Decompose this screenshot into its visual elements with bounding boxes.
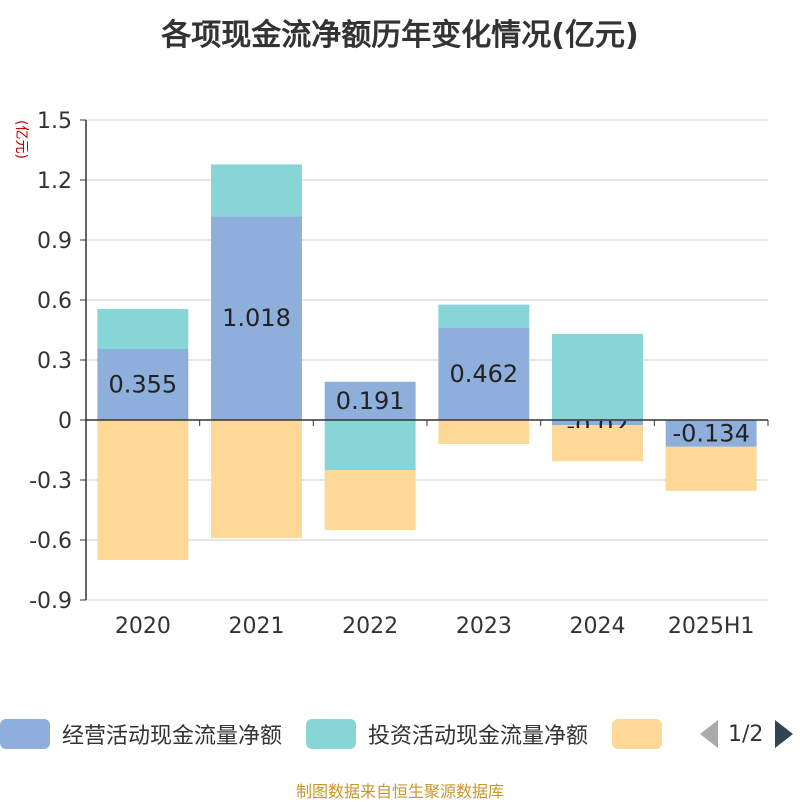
y-tick-label: 0	[58, 409, 72, 434]
data-label-2022: 0.191	[336, 387, 405, 415]
x-tick-label: 2025H1	[668, 614, 755, 639]
bar-series3-2025H1	[665, 446, 757, 491]
y-tick-label: -0.6	[29, 529, 72, 554]
data-source-note: 制图数据来自恒生聚源数据库	[295, 782, 504, 801]
bar-series1-2021	[211, 216, 302, 420]
legend-page-indicator: 1/2	[728, 721, 764, 747]
legend-label-investing: 投资活动现金流量净额	[368, 724, 589, 749]
bar-series3-2023	[438, 420, 530, 444]
bar-series3-2022	[324, 470, 416, 530]
legend-swatch-investing	[306, 719, 357, 749]
legend-item-operating[interactable]: 经营活动现金流量净额	[0, 718, 282, 750]
legend-prev-page-icon[interactable]	[700, 720, 718, 748]
legend-next-page-icon[interactable]	[775, 720, 794, 748]
data-label-2025H1: -0.134	[672, 419, 749, 447]
y-tick-label: 0.6	[37, 289, 72, 314]
legend-label-operating: 经营活动现金流量净额	[62, 724, 283, 749]
y-tick-label: 0.9	[37, 229, 72, 254]
legend: 经营活动现金流量净额 投资活动现金流量净额	[0, 718, 698, 750]
x-tick-label: 2024	[570, 614, 626, 639]
data-label-2020: 0.355	[108, 371, 177, 399]
x-tick-label: 2022	[342, 614, 398, 639]
bar-series1-2024	[552, 420, 643, 426]
legend-swatch-operating	[0, 719, 50, 749]
data-label-2021: 1.018	[222, 304, 291, 332]
bar-series2-2020	[97, 309, 189, 349]
bar-series3-2020	[97, 420, 189, 560]
bar-series1-2025H1	[665, 420, 757, 447]
y-tick-label: -0.9	[29, 589, 72, 614]
chart-title: 各项现金流净额历年变化情况(亿元)	[161, 18, 639, 53]
bar-series1-2020	[97, 349, 189, 420]
y-tick-label: -0.3	[29, 469, 72, 494]
legend-item-financing[interactable]	[612, 719, 674, 749]
legend-pager: 1/2	[700, 718, 794, 750]
data-label-2023: 0.462	[449, 360, 518, 388]
bar-series2-2021	[211, 164, 302, 217]
y-tick-label: 1.2	[37, 169, 72, 194]
chart-canvas: 1.5 1.2 0.9 0.6 0.3 0 -0.3 -0.6 -0.9 2020 2021 2022…	[29, 109, 769, 639]
bar-series1-2022	[324, 381, 416, 420]
x-tick-label: 2021	[229, 614, 285, 639]
bar-series2-2023	[438, 304, 530, 328]
legend-item-investing[interactable]: 投资活动现金流量净额	[306, 718, 588, 750]
x-tick-label: 2023	[456, 614, 512, 639]
legend-swatch-financing	[612, 719, 663, 749]
bar-series3-2021	[211, 420, 302, 538]
x-tick-label: 2020	[115, 614, 171, 639]
bar-series3-2024	[552, 425, 643, 462]
bar-series2-2024	[552, 334, 643, 420]
data-label-2024: -0.02	[566, 412, 628, 440]
y-tick-label: 0.3	[37, 349, 72, 374]
y-tick-label: 1.5	[37, 109, 72, 134]
bar-series1-2023	[438, 327, 530, 420]
bar-series2-2022	[324, 420, 416, 470]
